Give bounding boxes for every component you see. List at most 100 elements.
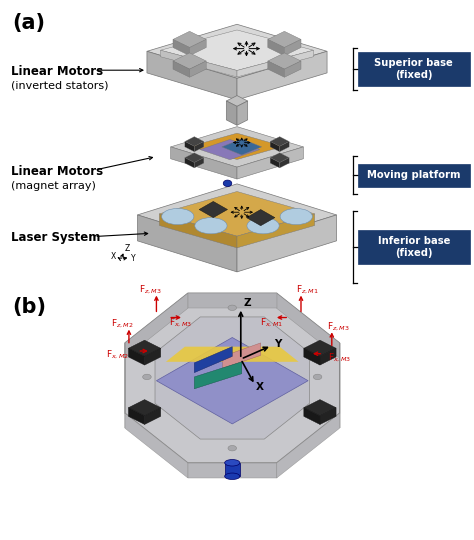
Text: X: X — [256, 382, 264, 393]
Polygon shape — [222, 139, 262, 155]
Polygon shape — [185, 153, 204, 163]
Polygon shape — [171, 126, 303, 167]
FancyBboxPatch shape — [358, 52, 470, 86]
Polygon shape — [188, 463, 277, 478]
Polygon shape — [268, 39, 284, 56]
Polygon shape — [194, 141, 204, 152]
Polygon shape — [246, 210, 275, 226]
Polygon shape — [194, 362, 242, 389]
Ellipse shape — [225, 460, 240, 466]
Polygon shape — [125, 293, 188, 358]
Polygon shape — [284, 39, 301, 56]
Polygon shape — [277, 413, 339, 478]
Polygon shape — [225, 463, 240, 476]
Polygon shape — [173, 31, 206, 48]
Polygon shape — [125, 413, 188, 478]
Text: F$_{x,M3}$: F$_{x,M3}$ — [328, 352, 351, 364]
Ellipse shape — [143, 374, 151, 380]
Polygon shape — [137, 215, 237, 272]
Polygon shape — [237, 51, 327, 100]
FancyBboxPatch shape — [358, 230, 470, 264]
Text: Linear Motors: Linear Motors — [11, 65, 103, 78]
Ellipse shape — [228, 446, 237, 451]
Text: F$_{z,M3}$: F$_{z,M3}$ — [327, 321, 350, 333]
Polygon shape — [200, 139, 260, 160]
Polygon shape — [160, 30, 313, 70]
Ellipse shape — [247, 218, 279, 234]
Ellipse shape — [313, 374, 322, 380]
Polygon shape — [268, 61, 284, 77]
Ellipse shape — [228, 305, 237, 310]
Text: F$_{x,M1}$: F$_{x,M1}$ — [260, 316, 283, 328]
Polygon shape — [284, 61, 301, 77]
Polygon shape — [155, 317, 310, 439]
Polygon shape — [188, 293, 277, 308]
Ellipse shape — [223, 180, 232, 187]
Ellipse shape — [195, 218, 227, 234]
Text: (inverted stators): (inverted stators) — [11, 81, 109, 91]
Polygon shape — [145, 408, 161, 424]
Text: Y: Y — [274, 339, 282, 349]
Text: F$_{x,M3}$: F$_{x,M3}$ — [170, 316, 192, 328]
Polygon shape — [185, 158, 194, 168]
Ellipse shape — [225, 473, 240, 480]
Polygon shape — [147, 24, 327, 78]
Polygon shape — [159, 214, 237, 248]
Polygon shape — [137, 184, 337, 246]
Text: Inferior base
(fixed): Inferior base (fixed) — [378, 235, 450, 258]
Text: (magnet array): (magnet array) — [11, 181, 96, 191]
Polygon shape — [147, 51, 237, 100]
Polygon shape — [166, 347, 299, 362]
Polygon shape — [270, 137, 289, 146]
Text: F$_{z,M2}$: F$_{z,M2}$ — [111, 318, 134, 330]
Polygon shape — [226, 96, 247, 106]
Polygon shape — [270, 141, 280, 152]
Polygon shape — [237, 215, 337, 272]
Polygon shape — [156, 338, 308, 424]
Text: Y: Y — [131, 254, 136, 263]
Polygon shape — [320, 348, 336, 365]
Polygon shape — [173, 39, 190, 56]
Polygon shape — [270, 153, 289, 163]
Polygon shape — [320, 408, 336, 424]
Polygon shape — [237, 101, 247, 125]
Text: Z: Z — [124, 245, 129, 253]
FancyBboxPatch shape — [358, 164, 470, 187]
Polygon shape — [268, 53, 301, 69]
Text: Laser System: Laser System — [11, 231, 101, 244]
Text: Moving platform: Moving platform — [367, 171, 461, 180]
Polygon shape — [128, 340, 161, 356]
Polygon shape — [304, 348, 320, 365]
Polygon shape — [125, 293, 339, 463]
Polygon shape — [194, 158, 204, 168]
Text: F$_{x,M2}$: F$_{x,M2}$ — [106, 349, 129, 361]
Polygon shape — [304, 400, 336, 416]
Polygon shape — [226, 101, 237, 125]
Text: Linear Motors: Linear Motors — [11, 165, 103, 178]
Polygon shape — [185, 141, 194, 152]
Polygon shape — [128, 408, 145, 424]
Polygon shape — [280, 158, 289, 168]
Polygon shape — [160, 50, 237, 77]
Text: F$_{z,M1}$: F$_{z,M1}$ — [296, 284, 319, 296]
Text: F$_{z,M3}$: F$_{z,M3}$ — [139, 284, 162, 296]
Text: (a): (a) — [12, 14, 45, 33]
Text: (b): (b) — [12, 297, 46, 317]
Polygon shape — [268, 31, 301, 48]
Polygon shape — [171, 147, 237, 179]
Polygon shape — [173, 53, 206, 69]
Polygon shape — [190, 39, 206, 56]
Polygon shape — [194, 347, 232, 373]
Polygon shape — [199, 201, 228, 218]
Polygon shape — [237, 50, 313, 77]
Polygon shape — [237, 147, 303, 179]
Polygon shape — [237, 214, 315, 248]
Text: Superior base
(fixed): Superior base (fixed) — [374, 58, 453, 80]
Polygon shape — [277, 293, 339, 358]
Polygon shape — [159, 192, 315, 236]
Polygon shape — [128, 348, 145, 365]
Polygon shape — [280, 141, 289, 152]
Polygon shape — [304, 340, 336, 356]
Polygon shape — [191, 133, 283, 159]
Polygon shape — [190, 61, 206, 77]
